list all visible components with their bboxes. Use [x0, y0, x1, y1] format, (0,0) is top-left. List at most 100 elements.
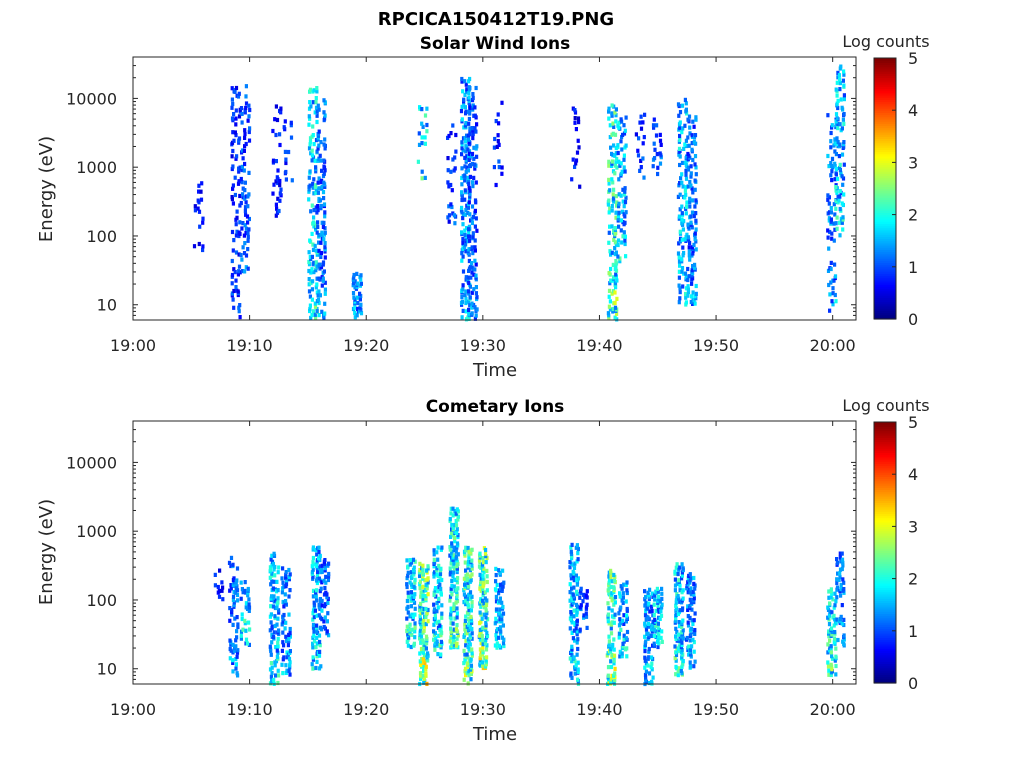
- spectrogram-cell: [468, 295, 472, 300]
- spectrogram-cell: [609, 677, 613, 682]
- colorbar-segment: [874, 212, 896, 216]
- spectrogram-cell: [412, 594, 416, 599]
- spectrogram-cell: [650, 627, 654, 632]
- spectrogram-cell: [312, 633, 316, 638]
- spectrogram-cell: [686, 222, 690, 227]
- spectrogram-cell: [418, 608, 422, 613]
- spectrogram-cell: [617, 204, 621, 209]
- spectrogram-cell: [651, 619, 655, 624]
- colorbar-segment: [874, 428, 896, 432]
- spectrogram-cell: [677, 578, 681, 583]
- spectrogram-cell: [685, 635, 689, 641]
- spectrogram-cell: [494, 607, 499, 612]
- spectrogram-cell: [412, 584, 416, 589]
- spectrogram-cell: [411, 557, 416, 562]
- spectrogram-cell: [677, 152, 681, 157]
- spectrogram-cell: [273, 614, 277, 619]
- spectrogram-cell: [449, 131, 453, 136]
- colorbar-segment: [874, 426, 896, 430]
- spectrogram-cell: [690, 273, 694, 278]
- x-axis-label: Time: [472, 360, 517, 381]
- spectrogram-cell: [244, 637, 249, 642]
- spectrogram-cell: [684, 168, 688, 173]
- spectrogram-cell: [495, 627, 499, 632]
- spectrogram-cell: [498, 599, 502, 604]
- spectrogram-cell: [466, 602, 470, 607]
- spectrogram-cell: [454, 519, 458, 524]
- spectrogram-cell: [610, 620, 614, 625]
- spectrogram-cell: [499, 582, 503, 587]
- spectrogram-cell: [474, 85, 478, 91]
- spectrogram-cell: [694, 227, 698, 232]
- spectrogram-cell: [690, 141, 694, 146]
- spectrogram-cell: [323, 301, 327, 306]
- spectrogram-cell: [425, 129, 429, 134]
- spectrogram-cell: [281, 566, 285, 571]
- spectrogram-cell: [413, 612, 417, 617]
- colorbar-segment: [874, 678, 896, 682]
- spectrogram-cell: [639, 126, 644, 131]
- spectrogram-cell: [606, 612, 610, 617]
- spectrogram-cell: [452, 535, 457, 540]
- spectrogram-cell: [315, 552, 319, 557]
- colorbar-segment: [874, 458, 896, 462]
- spectrogram-cell: [274, 659, 279, 664]
- spectrogram-cell: [470, 301, 474, 306]
- spectrogram-cell: [237, 309, 241, 314]
- colorbar-segment: [874, 314, 896, 318]
- spectrogram-cell: [607, 106, 611, 111]
- spectrogram-cell: [691, 621, 695, 626]
- colorbar-segment: [874, 197, 896, 200]
- spectrogram-cell: [684, 107, 688, 112]
- colorbar-segment: [874, 513, 896, 517]
- spectrogram-cell: [835, 577, 839, 582]
- spectrogram-cell: [606, 673, 610, 678]
- spectrogram-cell: [475, 295, 479, 300]
- spectrogram-cell: [426, 607, 430, 613]
- spectrogram-cell: [287, 567, 291, 573]
- spectrogram-cell: [829, 644, 833, 649]
- spectrogram-cell: [325, 629, 329, 634]
- spectrogram-cell: [484, 547, 488, 553]
- spectrogram-cell: [842, 633, 846, 638]
- colorbar-segment: [874, 251, 896, 255]
- colorbar-segment: [874, 611, 896, 614]
- spectrogram-cell: [447, 184, 451, 189]
- spectrogram-cell: [424, 667, 428, 672]
- colorbar-segment: [874, 316, 896, 320]
- spectrogram-cell: [643, 589, 647, 594]
- spectrogram-cell: [471, 128, 475, 133]
- spectrogram-cell: [436, 557, 440, 562]
- spectrogram-cell: [326, 577, 330, 583]
- spectrogram-cell: [688, 604, 692, 609]
- spectrogram-cell: [680, 655, 684, 660]
- spectrogram-cell: [463, 178, 467, 183]
- spectrogram-cell: [655, 123, 659, 128]
- spectrogram-cell: [497, 591, 501, 596]
- spectrogram-cell: [418, 579, 422, 584]
- spectrogram-cell: [568, 582, 572, 587]
- spectrogram-cell: [231, 186, 235, 191]
- spectrogram-cell: [451, 525, 455, 530]
- colorbar-label: Log counts: [842, 32, 929, 51]
- spectrogram-cell: [231, 183, 235, 188]
- spectrogram-cell: [498, 570, 502, 575]
- spectrogram-cell: [481, 642, 485, 647]
- spectrogram-cell: [318, 293, 322, 298]
- spectrogram-cell: [837, 619, 841, 624]
- spectrogram-cell: [412, 641, 416, 646]
- spectrogram-cell: [405, 629, 409, 634]
- spectrogram-cell: [473, 267, 477, 272]
- spectrogram-cell: [827, 634, 831, 639]
- spectrogram-cell: [323, 280, 327, 285]
- spectrogram-cell: [315, 623, 319, 628]
- spectrogram-cell: [470, 265, 474, 270]
- colorbar-segment: [874, 593, 896, 597]
- spectrogram-cell: [686, 151, 690, 157]
- spectrogram-cell: [833, 141, 837, 146]
- spectrogram-cell: [221, 585, 225, 590]
- spectrogram-cell: [681, 628, 685, 633]
- colorbar-segment: [874, 589, 896, 593]
- colorbar-segment: [874, 151, 896, 155]
- spectrogram-cell: [690, 268, 694, 273]
